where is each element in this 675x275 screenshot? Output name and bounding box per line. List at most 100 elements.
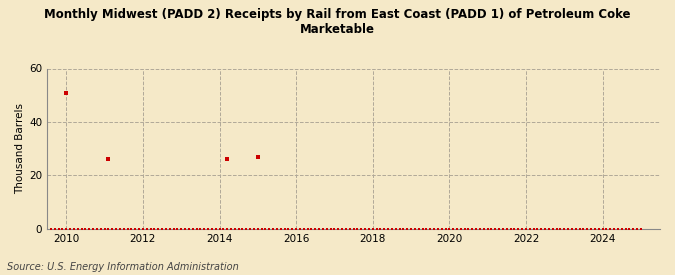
Point <box>145 226 156 231</box>
Point <box>76 226 87 231</box>
Point <box>241 226 252 231</box>
Point <box>410 226 421 231</box>
Point <box>207 226 217 231</box>
Point <box>317 226 328 231</box>
Point <box>111 226 122 231</box>
Point <box>161 226 171 231</box>
Point <box>195 226 206 231</box>
Point <box>333 226 344 231</box>
Point <box>321 226 332 231</box>
Point <box>463 226 474 231</box>
Point <box>118 226 129 231</box>
Point <box>440 226 451 231</box>
Point <box>214 226 225 231</box>
Point <box>344 226 355 231</box>
Point <box>406 226 416 231</box>
Point <box>65 226 76 231</box>
Point <box>425 226 435 231</box>
Point <box>69 226 80 231</box>
Point <box>433 226 443 231</box>
Point <box>53 226 64 231</box>
Point <box>555 226 566 231</box>
Point <box>620 226 631 231</box>
Point <box>325 226 336 231</box>
Point <box>536 226 547 231</box>
Point <box>103 157 114 161</box>
Point <box>84 226 95 231</box>
Point <box>578 226 589 231</box>
Point <box>390 226 401 231</box>
Point <box>540 226 551 231</box>
Point <box>379 226 389 231</box>
Text: Monthly Midwest (PADD 2) Receipts by Rail from East Coast (PADD 1) of Petroleum : Monthly Midwest (PADD 2) Receipts by Rai… <box>45 8 630 36</box>
Point <box>516 226 527 231</box>
Point <box>248 226 259 231</box>
Point <box>360 226 371 231</box>
Point <box>543 226 554 231</box>
Point <box>230 226 240 231</box>
Point <box>130 226 140 231</box>
Point <box>624 226 634 231</box>
Point <box>597 226 608 231</box>
Point <box>222 157 233 161</box>
Point <box>456 226 466 231</box>
Point <box>134 226 144 231</box>
Point <box>279 226 290 231</box>
Point <box>356 226 367 231</box>
Point <box>46 226 57 231</box>
Point <box>635 226 646 231</box>
Point <box>306 226 317 231</box>
Point <box>72 226 83 231</box>
Point <box>559 226 570 231</box>
Point <box>609 226 620 231</box>
Point <box>532 226 543 231</box>
Point <box>271 226 282 231</box>
Point <box>605 226 616 231</box>
Point <box>367 226 378 231</box>
Point <box>138 226 148 231</box>
Point <box>176 226 186 231</box>
Point <box>252 154 263 159</box>
Point <box>237 226 248 231</box>
Point <box>589 226 600 231</box>
Point <box>394 226 405 231</box>
Point <box>80 226 91 231</box>
Point <box>502 226 512 231</box>
Point <box>95 226 106 231</box>
Point <box>252 226 263 231</box>
Point <box>364 226 375 231</box>
Point <box>92 226 103 231</box>
Point <box>467 226 478 231</box>
Point <box>264 226 275 231</box>
Point <box>413 226 424 231</box>
Point <box>302 226 313 231</box>
Point <box>371 226 382 231</box>
Point <box>225 226 236 231</box>
Point <box>520 226 531 231</box>
Point <box>628 226 639 231</box>
Point <box>470 226 481 231</box>
Point <box>593 226 604 231</box>
Point <box>149 226 160 231</box>
Point <box>436 226 447 231</box>
Point <box>57 226 68 231</box>
Point <box>348 226 359 231</box>
Point <box>448 226 458 231</box>
Point <box>99 226 110 231</box>
Point <box>444 226 455 231</box>
Point <box>157 226 167 231</box>
Point <box>268 226 279 231</box>
Text: Source: U.S. Energy Information Administration: Source: U.S. Energy Information Administ… <box>7 262 238 272</box>
Point <box>486 226 497 231</box>
Point <box>61 226 72 231</box>
Point <box>310 226 321 231</box>
Point <box>49 226 60 231</box>
Point <box>180 226 190 231</box>
Point <box>490 226 501 231</box>
Point <box>172 226 183 231</box>
Point <box>387 226 398 231</box>
Point <box>612 226 623 231</box>
Point <box>314 226 325 231</box>
Point <box>563 226 574 231</box>
Point <box>509 226 520 231</box>
